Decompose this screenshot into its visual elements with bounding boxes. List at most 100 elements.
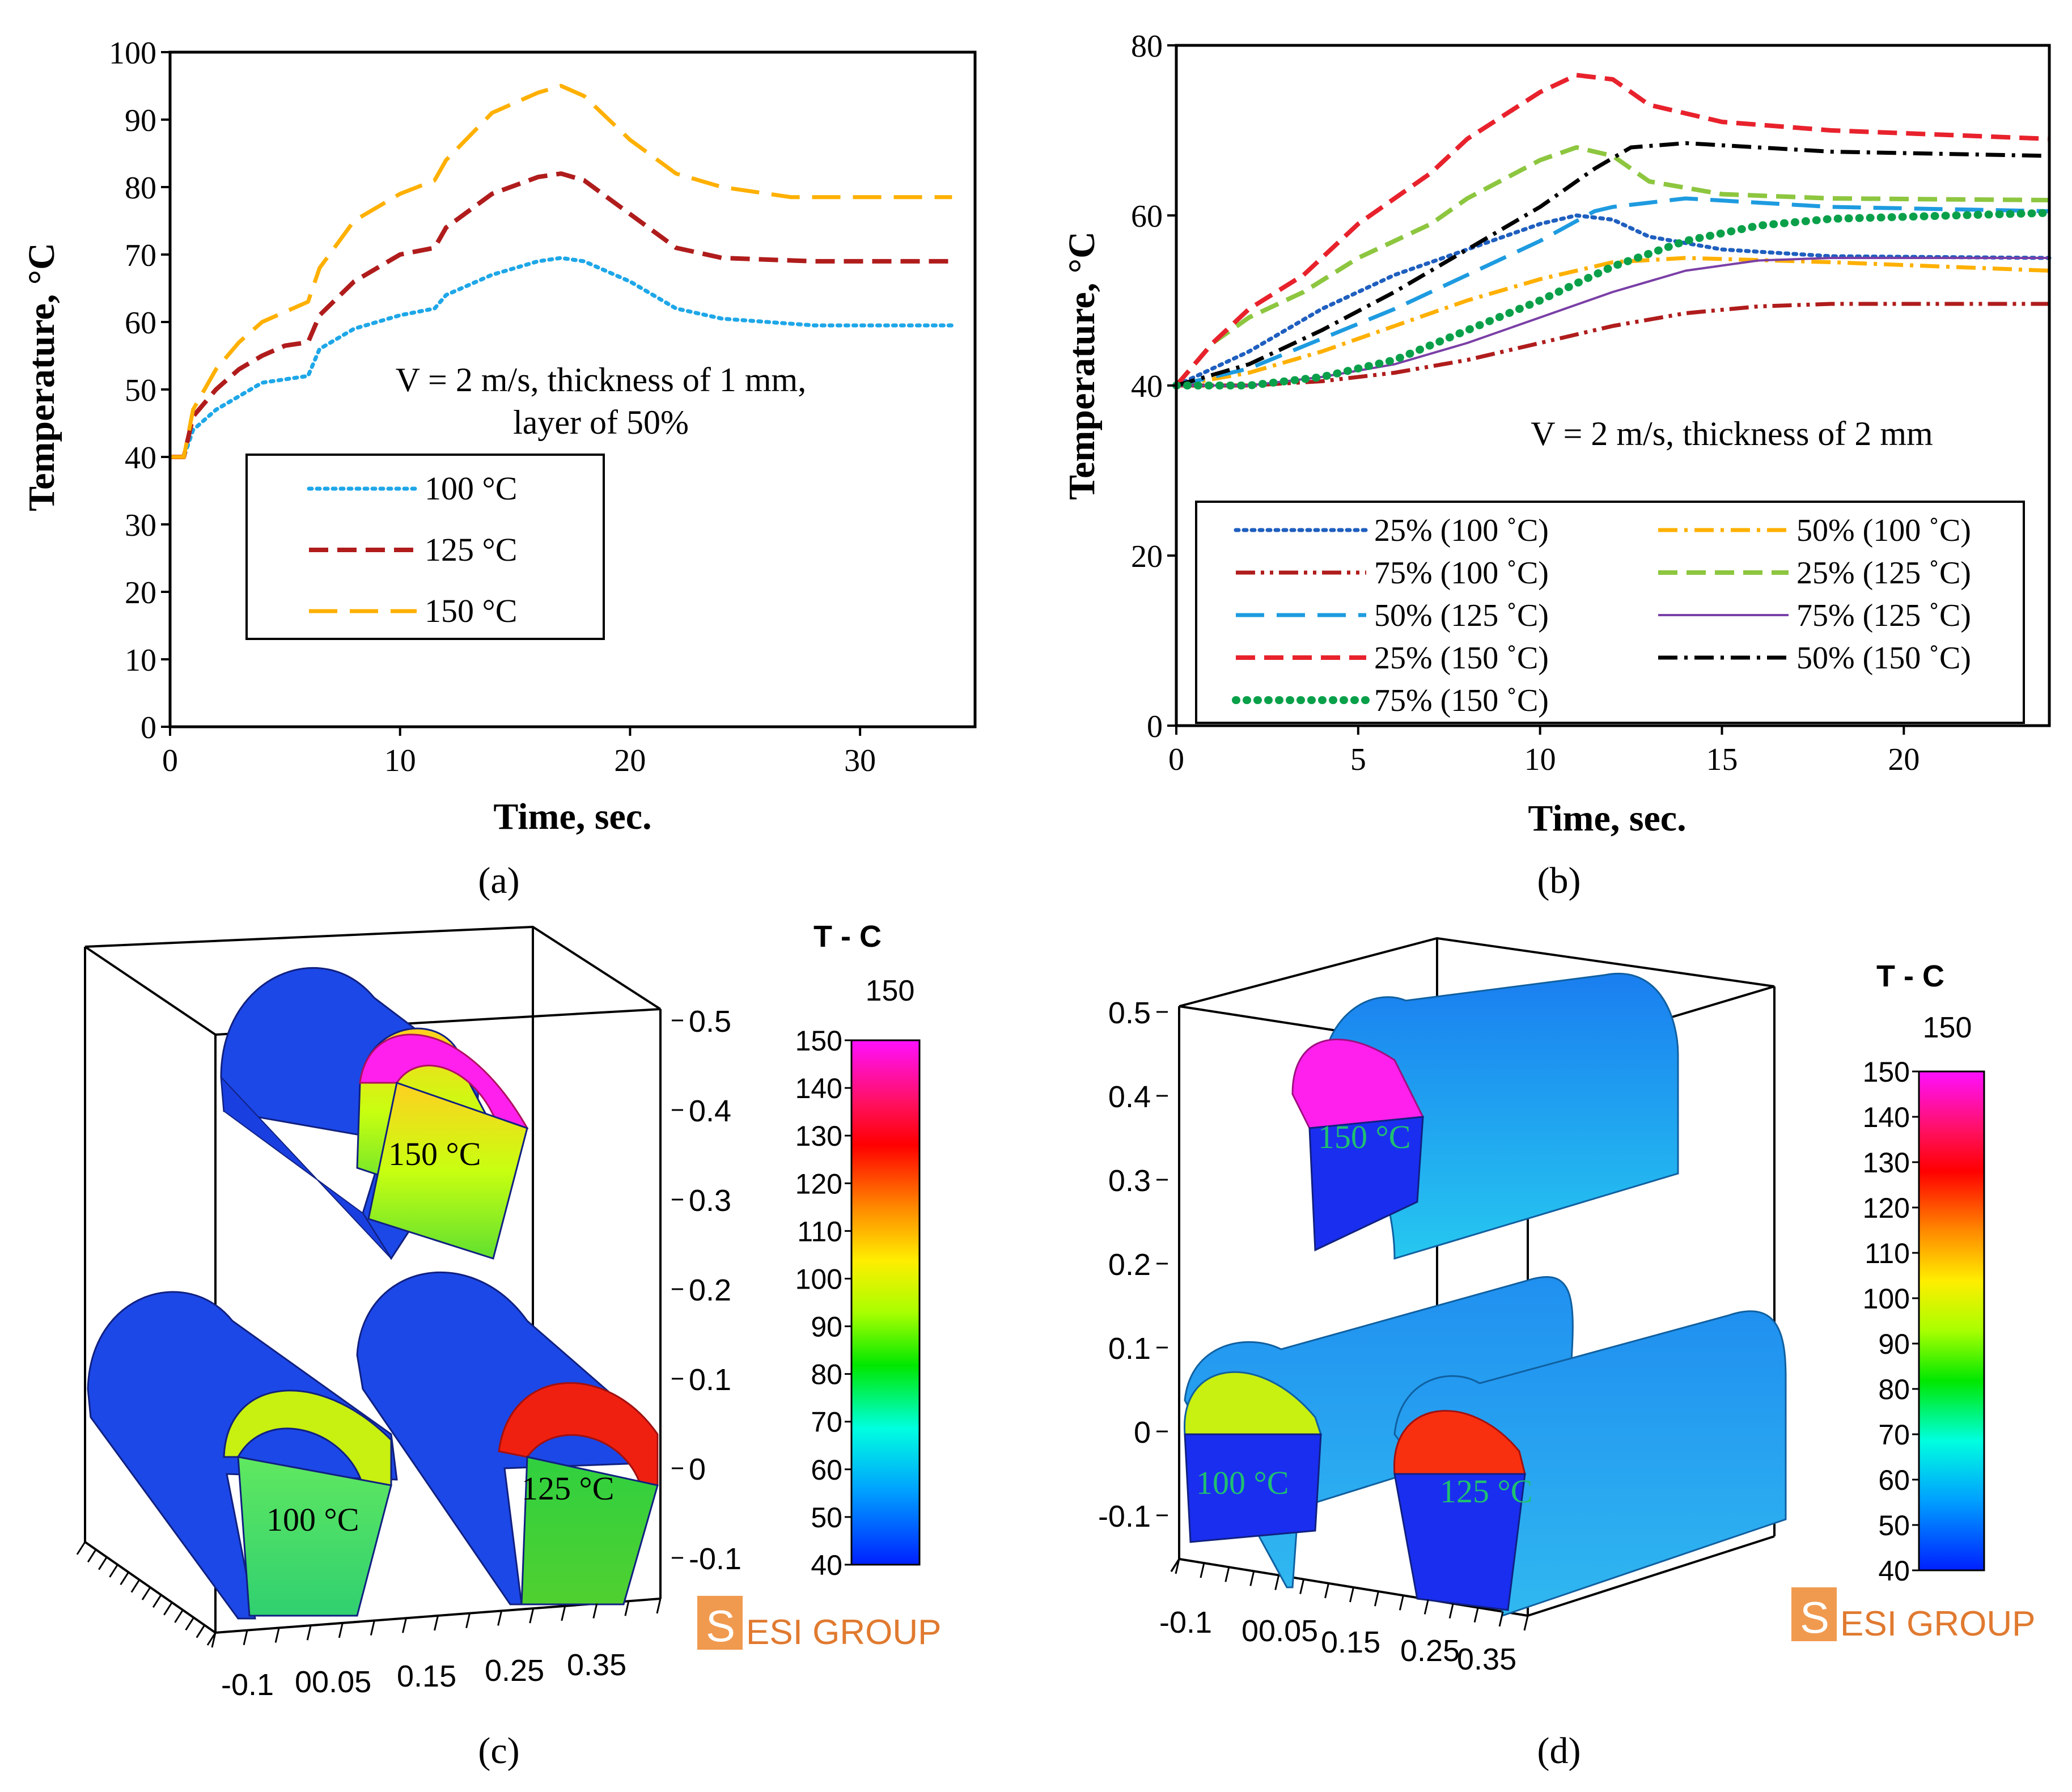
render-d-x-label: 0.35 <box>1457 1642 1516 1676</box>
chart-b-legend-box <box>1195 501 2025 724</box>
render-c-floor-tick <box>130 1579 141 1593</box>
colorbar-c-max: 150 <box>866 975 915 1007</box>
render-c-floor-tick <box>141 1587 151 1600</box>
render-c-z-label: 0.4 <box>689 1094 731 1128</box>
render-c-floor-tick <box>152 1594 162 1608</box>
colorbar-c-label: 120 <box>795 1168 842 1200</box>
render-c-z-label: 0.2 <box>689 1273 731 1307</box>
esi-logo-d-mark <box>1791 1587 1837 1641</box>
render-d-floor-tick <box>1324 1583 1330 1599</box>
render-d-floor-tick <box>1448 1603 1454 1619</box>
panel-label-d: (d) <box>1537 1730 1581 1772</box>
render-d-floor-tick <box>1399 1595 1404 1611</box>
render-c-floor-tick <box>174 1609 184 1623</box>
render-d-floor-tick <box>1224 1566 1230 1582</box>
panel-label-c: (c) <box>478 1730 519 1772</box>
chart-a-ytick-label: 90 <box>125 103 156 138</box>
shape-c-150: 150 °C <box>220 967 529 1260</box>
chart-b-legend-label: 75% (125 ˚C) <box>1796 598 1971 633</box>
chart-a-ytick-label: 50 <box>125 373 156 408</box>
shape-c-100: 100 °C <box>87 1291 398 1620</box>
render-d-floor-tick <box>1374 1591 1379 1607</box>
render-c-floor-tick <box>401 1617 407 1633</box>
render-c-z-label: 0.5 <box>689 1005 731 1039</box>
colorbar-c-label: 60 <box>811 1454 842 1486</box>
esi-logo-c-text: ESI GROUP <box>746 1613 942 1652</box>
render-c-x-label: 0.15 <box>397 1659 456 1693</box>
colorbar-c-title: T - C <box>813 920 882 954</box>
esi-logo-d: S ESI GROUP <box>1791 1587 2036 1643</box>
render-c-z-label: 0.1 <box>689 1363 731 1397</box>
render-d-floor-tick <box>1349 1587 1354 1603</box>
chart-a-xtick-label: 10 <box>384 743 416 778</box>
render-d-floor-tick <box>1274 1575 1280 1590</box>
render-c-floor-tick <box>338 1622 344 1638</box>
render-c-floor-tick <box>370 1620 375 1636</box>
colorbar-c-label: 140 <box>795 1073 842 1104</box>
render-d-z-label: 0.3 <box>1108 1164 1151 1198</box>
render-d: 150 °C 100 °C 125 °C 0.5 0.4 0.3 0.2 0.1 0 -0.… <box>1098 937 2036 1772</box>
chart-a-ytick-label: 100 <box>109 36 156 71</box>
colorbar-c-label: 90 <box>811 1311 842 1343</box>
render-c-floor-tick <box>434 1615 439 1631</box>
chart-a-legend: 100 °C 125 °C 150 °C <box>245 454 605 640</box>
colorbar-c-label: 110 <box>797 1215 842 1247</box>
render-c-x-label: 0.35 <box>567 1648 626 1682</box>
colorbar-d-label: 130 <box>1863 1147 1910 1179</box>
chart-a-legend-label: 150 °C <box>425 592 517 629</box>
chart-a-ytick-label: 60 <box>125 306 156 341</box>
chart-b-ylabel: Temperature, °C <box>1061 231 1103 500</box>
colorbar-d-ticks: 150 140 130 120 110 100 90 80 70 60 50 40 <box>1863 1056 1919 1587</box>
render-d-z-label: 0.1 <box>1108 1332 1151 1366</box>
colorbar-c-label: 70 <box>811 1407 842 1438</box>
render-c-floor-tick <box>76 1541 86 1555</box>
render-c-floor-tick <box>211 1632 217 1648</box>
chart-a-annotation-line2: layer of 50% <box>513 404 689 441</box>
chart-a-ytick-label: 0 <box>141 710 156 745</box>
colorbar-c-label: 50 <box>811 1502 842 1533</box>
render-c-floor-tick <box>120 1571 129 1586</box>
render-d-floor-tick <box>1200 1562 1205 1578</box>
colorbar-c-label: 150 <box>795 1025 842 1057</box>
chart-b-series-line <box>1174 213 2052 388</box>
render-d-x-axis: -0.1 00.05 0.15 0.250.35 <box>1159 1605 1516 1676</box>
render-c-x-label: 00.05 <box>295 1665 371 1699</box>
colorbar-c-label: 80 <box>811 1359 842 1391</box>
chart-b-xtick-label: 0 <box>1168 742 1184 777</box>
chart-b-legend-label: 75% (150 ˚C) <box>1374 683 1549 718</box>
colorbar-c-bar <box>850 1039 921 1566</box>
chart-b-xtick-label: 20 <box>1888 742 1920 777</box>
chart-b-series-line <box>1176 256 2050 388</box>
shape-d-125-label: 125 °C <box>1440 1473 1532 1510</box>
colorbar-d-label: 50 <box>1878 1510 1910 1541</box>
shape-d-100: 100 °C <box>1184 1276 1574 1588</box>
shape-c-125-label: 125 °C <box>522 1470 614 1507</box>
chart-a-legend-label: 100 °C <box>425 470 517 507</box>
render-d-z-label: -0.1 <box>1098 1499 1151 1533</box>
shape-d-125: 125 °C <box>1393 1310 1787 1617</box>
render-c-floor-tick <box>465 1613 471 1629</box>
shape-d-150-label: 150 °C <box>1318 1119 1410 1155</box>
shape-d-100-label: 100 °C <box>1196 1464 1289 1501</box>
render-d-z-label: 0.5 <box>1108 996 1151 1030</box>
colorbar-d-label: 110 <box>1865 1238 1910 1269</box>
render-c-z-label: -0.1 <box>689 1542 741 1576</box>
chart-b-xtick-label: 5 <box>1350 742 1366 777</box>
chart-a-ytick-label: 80 <box>125 171 156 206</box>
chart-b-series-line <box>1174 145 2050 387</box>
chart-b-annotation: V = 2 m/s, thickness of 2 mm <box>1531 415 1933 452</box>
colorbar-d-label: 70 <box>1878 1419 1910 1451</box>
render-d-z-axis: 0.5 0.4 0.3 0.2 0.1 0 -0.1 <box>1098 996 1168 1533</box>
esi-logo-d-text: ESI GROUP <box>1840 1604 2036 1643</box>
chart-b-legend-label: 75% (100 ˚C) <box>1374 556 1549 591</box>
render-d-x-label: 0.25 <box>1400 1634 1460 1668</box>
colorbar-d-label: 150 <box>1863 1056 1910 1088</box>
render-c-floor-tick <box>561 1605 566 1621</box>
chart-b-series-line <box>1174 73 2050 387</box>
render-c-x-label: -0.1 <box>221 1668 274 1702</box>
chart-a-series-line <box>170 84 952 459</box>
esi-logo-d-mark-letter: S <box>1800 1592 1829 1642</box>
shape-c-125: 125 °C <box>356 1272 659 1605</box>
chart-b-legend-label: 25% (100 ˚C) <box>1374 513 1549 548</box>
colorbar-d-label: 140 <box>1863 1102 1910 1133</box>
